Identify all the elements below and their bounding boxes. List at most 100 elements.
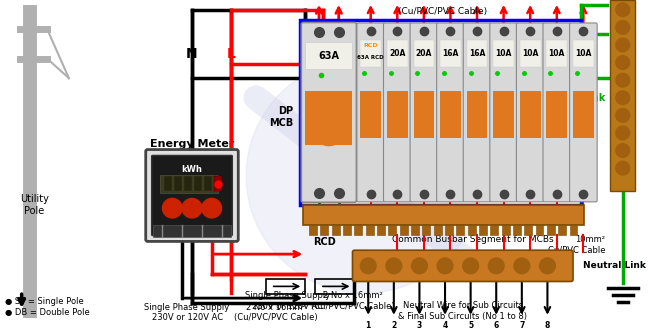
Circle shape	[162, 198, 182, 218]
Bar	[184, 176, 192, 191]
Bar	[174, 176, 182, 191]
Text: (Cu/PVC/PVC Cable): (Cu/PVC/PVC Cable)	[399, 7, 488, 16]
FancyBboxPatch shape	[301, 22, 356, 202]
Bar	[546, 91, 567, 138]
Text: 10A: 10A	[575, 49, 591, 58]
Bar	[573, 91, 594, 138]
Text: RCD: RCD	[314, 237, 337, 248]
Bar	[493, 91, 514, 138]
Text: N: N	[186, 47, 198, 61]
Bar	[300, 19, 581, 205]
Bar	[546, 40, 567, 67]
Bar	[214, 176, 222, 191]
Circle shape	[182, 198, 202, 218]
FancyBboxPatch shape	[570, 23, 597, 202]
FancyBboxPatch shape	[437, 23, 464, 202]
Bar	[305, 42, 352, 69]
Bar	[573, 40, 594, 67]
Bar	[400, 225, 408, 235]
Text: 20A: 20A	[416, 49, 432, 58]
Bar	[266, 279, 305, 294]
Circle shape	[386, 258, 402, 274]
Bar	[493, 40, 514, 67]
Text: 63A: 63A	[318, 51, 339, 61]
Circle shape	[463, 258, 478, 274]
Text: kWh: kWh	[182, 165, 203, 174]
Text: 10A: 10A	[548, 49, 565, 58]
Circle shape	[616, 73, 630, 87]
Bar	[520, 91, 541, 138]
Bar	[558, 225, 566, 235]
Bar	[303, 205, 584, 225]
Bar	[440, 91, 461, 138]
Text: 2 No x 16mm²
(Cu/PVC/PVC Cable): 2 No x 16mm² (Cu/PVC/PVC Cable)	[234, 303, 317, 322]
FancyBboxPatch shape	[357, 23, 385, 202]
Bar	[387, 40, 408, 67]
Circle shape	[616, 91, 630, 105]
Text: DP
MCB: DP MCB	[269, 107, 294, 128]
Text: Energy Meter: Energy Meter	[150, 139, 234, 149]
Bar	[204, 176, 212, 191]
FancyBboxPatch shape	[352, 250, 573, 281]
Bar	[422, 225, 430, 235]
Bar	[305, 91, 352, 145]
Circle shape	[540, 258, 555, 274]
Text: 1: 1	[366, 320, 371, 330]
Bar	[164, 176, 172, 191]
Bar	[445, 225, 453, 235]
Text: 6: 6	[494, 320, 499, 330]
Text: 2: 2	[391, 320, 397, 330]
Bar	[194, 176, 202, 191]
FancyBboxPatch shape	[383, 23, 411, 202]
Bar	[321, 225, 329, 235]
Bar	[502, 225, 510, 235]
Text: L: L	[227, 47, 236, 61]
Bar	[354, 225, 362, 235]
Text: Single Phase Supply
230V or 120V AC: Single Phase Supply 230V or 120V AC	[245, 291, 330, 311]
Bar	[610, 0, 635, 191]
Text: 8: 8	[544, 320, 550, 330]
Bar	[524, 225, 532, 235]
Bar	[160, 175, 218, 192]
Text: Utility
Pole: Utility Pole	[20, 194, 49, 216]
Circle shape	[202, 198, 222, 218]
Circle shape	[360, 258, 376, 274]
Bar	[468, 225, 476, 235]
Text: RCD: RCD	[364, 44, 378, 49]
Bar	[152, 225, 232, 237]
Text: 20A: 20A	[389, 49, 405, 58]
Circle shape	[412, 258, 427, 274]
Text: Single Phase Supply
230V or 120V AC: Single Phase Supply 230V or 120V AC	[145, 303, 230, 322]
Text: 10A: 10A	[496, 49, 512, 58]
Bar	[434, 225, 442, 235]
Circle shape	[437, 258, 453, 274]
Text: 7: 7	[519, 320, 525, 330]
Text: Common Busbar Segment for MCBs: Common Busbar Segment for MCBs	[392, 235, 554, 244]
Text: Neutral Wire for Sub Circuits
& Final Sub Circuits (No 1 to 8): Neutral Wire for Sub Circuits & Final Su…	[398, 301, 527, 320]
FancyBboxPatch shape	[516, 23, 544, 202]
FancyBboxPatch shape	[410, 23, 438, 202]
Circle shape	[616, 161, 630, 175]
Bar	[440, 40, 461, 67]
Text: 5: 5	[468, 320, 473, 330]
Circle shape	[313, 115, 345, 146]
Bar	[547, 225, 555, 235]
Text: 4: 4	[442, 320, 447, 330]
Text: 63A RCD: 63A RCD	[357, 55, 384, 60]
Bar	[520, 40, 541, 67]
Text: 10A: 10A	[522, 49, 539, 58]
Bar	[513, 225, 521, 235]
Bar	[332, 225, 340, 235]
Circle shape	[616, 3, 630, 16]
Bar	[479, 225, 487, 235]
Bar	[414, 91, 434, 138]
Circle shape	[616, 20, 630, 34]
Bar	[343, 225, 351, 235]
FancyBboxPatch shape	[146, 149, 238, 242]
Bar	[377, 225, 385, 235]
Text: 16A: 16A	[469, 49, 485, 58]
Bar	[360, 40, 381, 67]
Text: 10mm²
Cu/PVC Cable: 10mm² Cu/PVC Cable	[548, 235, 605, 254]
Bar	[467, 91, 487, 138]
Bar	[467, 40, 487, 67]
